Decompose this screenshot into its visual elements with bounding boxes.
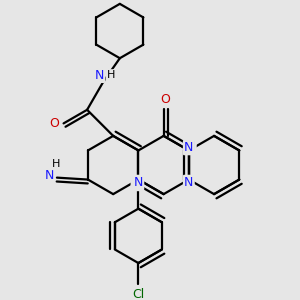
- Text: N: N: [186, 140, 196, 153]
- Text: N: N: [94, 69, 104, 82]
- Text: N: N: [44, 169, 54, 182]
- Text: H: H: [107, 70, 115, 80]
- Text: H: H: [52, 159, 60, 169]
- Text: O: O: [49, 117, 59, 130]
- Text: N: N: [132, 177, 141, 190]
- Text: N: N: [184, 176, 194, 189]
- Text: Cl: Cl: [132, 288, 145, 300]
- Text: N: N: [134, 176, 143, 189]
- Text: O: O: [160, 92, 170, 106]
- Text: N: N: [184, 141, 194, 154]
